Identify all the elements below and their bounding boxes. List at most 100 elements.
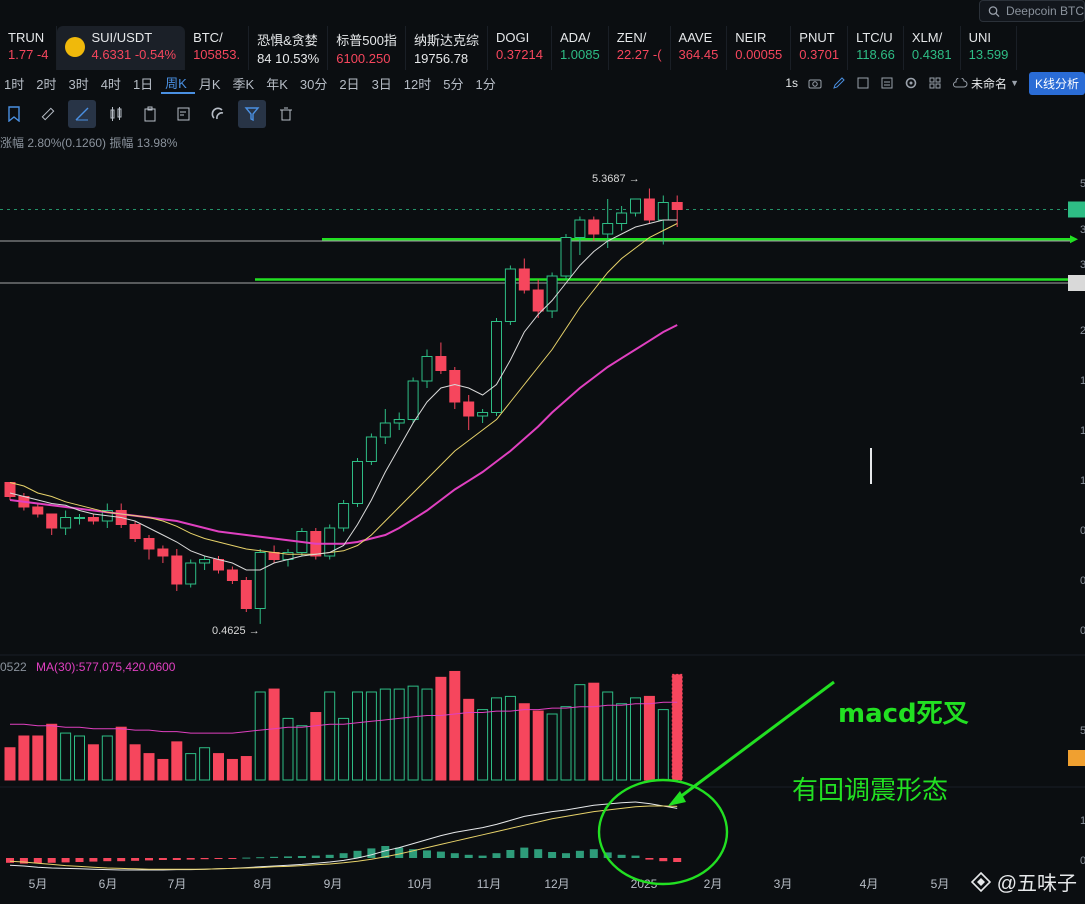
candle-body[interactable]: [491, 321, 502, 413]
candle-body[interactable]: [518, 268, 530, 291]
speed-label[interactable]: 1s: [785, 76, 799, 90]
interval-8[interactable]: 年K: [266, 76, 288, 92]
settings-gear-icon[interactable]: [904, 76, 918, 90]
candle-body[interactable]: [643, 198, 655, 221]
candle-body[interactable]: [630, 198, 641, 214]
ticker-12[interactable]: LTC/U 118.66: [848, 26, 904, 70]
candle-body[interactable]: [74, 517, 85, 519]
candle-body[interactable]: [171, 555, 183, 585]
candle-body[interactable]: [129, 524, 141, 539]
candle-body[interactable]: [268, 552, 280, 560]
candle-body[interactable]: [324, 527, 336, 557]
ticker-3[interactable]: 恐惧&贪婪 84 10.53%: [249, 26, 329, 70]
candle-body[interactable]: [143, 538, 155, 550]
candle-body[interactable]: [240, 580, 252, 609]
interval-13[interactable]: 5分: [443, 76, 464, 92]
interval-12[interactable]: 12时: [403, 76, 432, 92]
interval-9[interactable]: 30分: [299, 76, 328, 92]
candle-body[interactable]: [560, 237, 572, 277]
magnet-tool[interactable]: [204, 100, 232, 128]
interval-11[interactable]: 3日: [371, 76, 392, 92]
candle-body[interactable]: [407, 380, 419, 420]
candle-body[interactable]: [671, 202, 683, 210]
candle-body[interactable]: [185, 562, 197, 585]
candle-body[interactable]: [338, 503, 350, 529]
candle-body[interactable]: [504, 268, 516, 322]
candle-tool[interactable]: [102, 100, 130, 128]
candle-body[interactable]: [199, 559, 211, 564]
ticker-4[interactable]: 标普500指 6100.250: [328, 26, 406, 70]
interval-5[interactable]: 周K: [161, 73, 195, 94]
expand-icon[interactable]: [856, 76, 870, 90]
camera-icon[interactable]: [808, 77, 822, 89]
candle-body[interactable]: [449, 370, 461, 403]
ticker-name: 纳斯达克综: [413, 33, 479, 48]
ruler-tool[interactable]: [34, 100, 62, 128]
candle-body[interactable]: [4, 482, 16, 497]
interval-10[interactable]: 2日: [339, 76, 360, 92]
candle-body[interactable]: [87, 517, 99, 522]
candle-body[interactable]: [602, 223, 614, 235]
grid-layout-icon[interactable]: [928, 76, 942, 90]
interval-3[interactable]: 4时: [100, 76, 121, 92]
ticker-14[interactable]: UNI 13.599: [961, 26, 1018, 70]
pencil-icon[interactable]: [832, 76, 846, 90]
candle-body[interactable]: [532, 289, 544, 312]
interval-1[interactable]: 2时: [36, 76, 57, 92]
annotation-circle[interactable]: [597, 778, 729, 886]
ticker-13[interactable]: XLM/0.4381: [904, 26, 961, 70]
candle-body[interactable]: [365, 436, 377, 462]
ticker-7[interactable]: ADA/1.0085: [552, 26, 609, 70]
annotation-arrow[interactable]: [675, 680, 835, 802]
candle-body[interactable]: [463, 401, 475, 417]
interval-6[interactable]: 月K: [198, 76, 221, 92]
position-tool[interactable]: [136, 100, 164, 128]
ticker-5[interactable]: 纳斯达克综 19756.78: [406, 26, 488, 70]
candle-body[interactable]: [213, 559, 224, 571]
candle-body[interactable]: [46, 513, 58, 529]
interval-0[interactable]: 1时: [4, 76, 25, 92]
price-legend-text: 涨幅 2.80%(0.1260) 振幅 13.98%: [0, 136, 178, 150]
candle-body[interactable]: [60, 517, 72, 529]
volume-bar: [324, 691, 336, 781]
ticker-6[interactable]: DOGI 0.37214: [488, 26, 552, 70]
candle-body[interactable]: [588, 219, 600, 235]
candle-body[interactable]: [157, 548, 169, 557]
trendline-tool[interactable]: [68, 100, 96, 128]
interval-7[interactable]: 季K: [232, 76, 255, 92]
candle-body[interactable]: [254, 552, 266, 609]
ticker-1[interactable]: SUI/USDT 4.6331 -0.54%: [57, 26, 186, 70]
ticker-0[interactable]: TRUN 1.77 -4: [0, 26, 58, 70]
candle-body[interactable]: [546, 275, 558, 312]
interval-2[interactable]: 3时: [68, 76, 89, 92]
candle-body[interactable]: [32, 506, 44, 515]
bookmark-tool[interactable]: [0, 100, 28, 128]
interval-14[interactable]: 1分: [475, 76, 496, 92]
candle-body[interactable]: [421, 356, 433, 382]
delete-tool[interactable]: [272, 100, 300, 128]
candle-body[interactable]: [393, 419, 405, 424]
candle-body[interactable]: [616, 212, 628, 224]
filter-tool[interactable]: [238, 100, 266, 128]
layout-selector[interactable]: 未命名 ▼: [952, 75, 1019, 92]
candle-body[interactable]: [226, 569, 238, 581]
candle-body[interactable]: [657, 202, 669, 221]
trash-icon: [280, 107, 292, 121]
candle-body[interactable]: [435, 356, 447, 371]
ticker-2[interactable]: BTC/105853.: [185, 26, 250, 70]
indicator-icon[interactable]: [880, 76, 894, 90]
ticker-8[interactable]: ZEN/22.27 -(: [609, 26, 671, 70]
candle-body[interactable]: [574, 219, 586, 238]
interval-4[interactable]: 1日: [132, 76, 154, 92]
x-axis-label: 12月: [544, 877, 569, 891]
note-tool[interactable]: [170, 100, 198, 128]
volume-bar: [671, 673, 683, 781]
candle-body[interactable]: [477, 412, 489, 417]
candle-body[interactable]: [379, 422, 391, 438]
ticker-11[interactable]: PNUT 0.3701: [791, 26, 849, 70]
ticker-10[interactable]: NEIR 0.00055: [727, 26, 792, 70]
ticker-9[interactable]: AAVE 364.45: [671, 26, 728, 70]
kline-analysis-button[interactable]: K线分析: [1028, 71, 1085, 95]
candle-body[interactable]: [352, 461, 363, 504]
